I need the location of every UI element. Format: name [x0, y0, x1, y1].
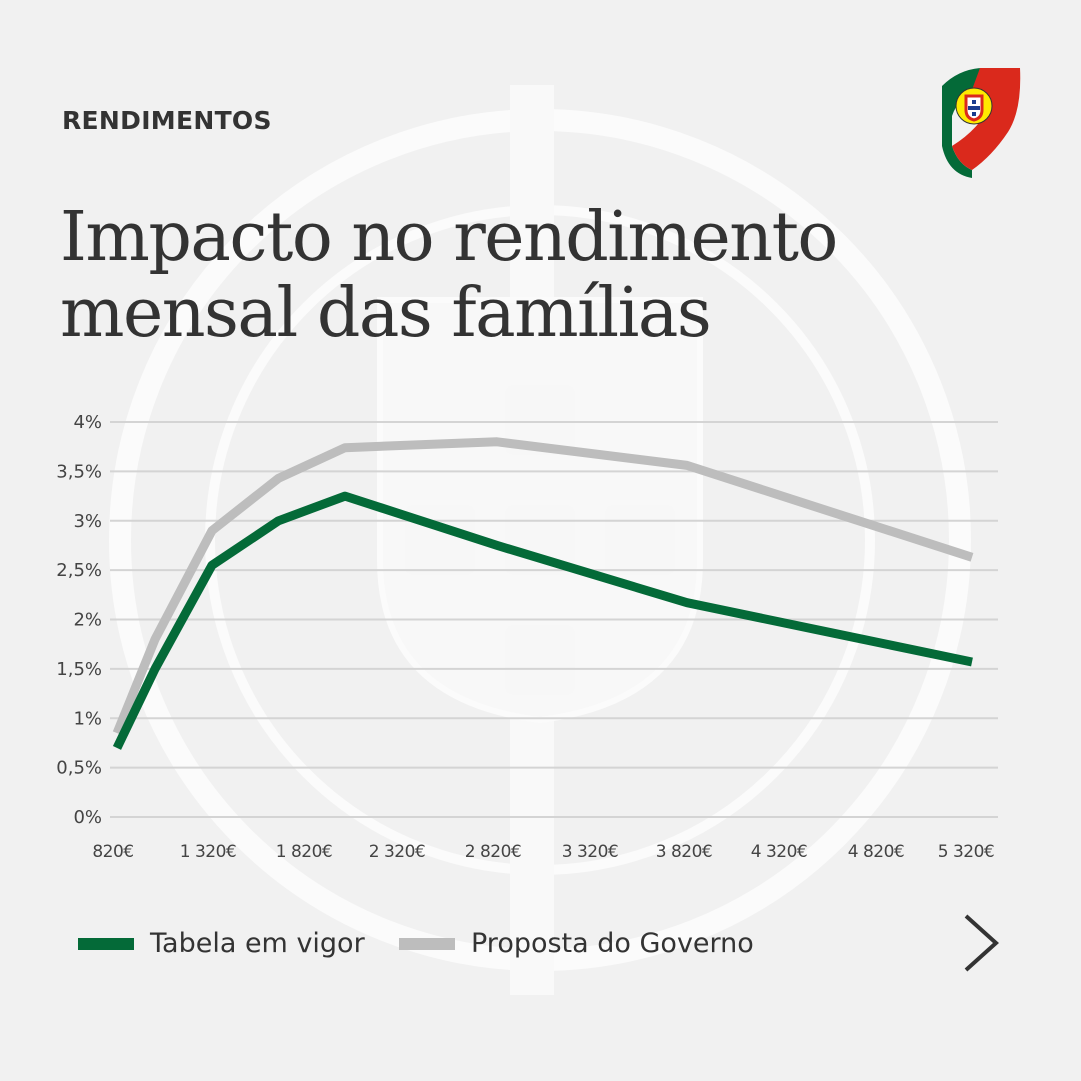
- x-axis-ticks: 820€ 1 320€ 1 820€ 2 320€ 2 820€ 3 320€ 3 820€…: [92, 842, 994, 862]
- x-tick-label: 4 820€: [848, 842, 904, 862]
- x-tick-label: 3 820€: [656, 842, 712, 862]
- series-lines: [112, 437, 974, 750]
- title-line-2: mensal das famílias: [60, 274, 712, 353]
- series-line-proposta: [112, 437, 974, 735]
- y-tick-label: 4%: [73, 412, 102, 433]
- title-line-1: Impacto no rendimento: [60, 198, 838, 277]
- y-tick-label: 3,5%: [56, 461, 102, 482]
- y-tick-label: 3%: [73, 511, 102, 532]
- x-tick-label: 5 320€: [938, 842, 994, 862]
- x-tick-label: 1 320€: [180, 842, 236, 862]
- series-line-tabela: [112, 491, 973, 750]
- x-tick-label: 4 320€: [751, 842, 807, 862]
- legend-swatch-tabela: [78, 937, 134, 950]
- y-tick-label: 1,5%: [56, 659, 102, 680]
- y-tick-label: 2,5%: [56, 560, 102, 581]
- y-tick-label: 1%: [73, 708, 102, 729]
- x-tick-label: 1 820€: [276, 842, 332, 862]
- legend-label-proposta: Proposta do Governo: [471, 928, 754, 959]
- x-tick-label: 2 820€: [465, 842, 521, 862]
- grid-lines: [110, 421, 998, 818]
- legend-label-tabela: Tabela em vigor: [150, 928, 365, 959]
- x-tick-label: 3 320€: [562, 842, 618, 862]
- portugal-government-flag-logo-icon: [942, 68, 1021, 178]
- y-tick-label: 0,5%: [56, 758, 102, 779]
- x-tick-label: 820€: [92, 842, 133, 862]
- legend-swatch-proposta: [399, 937, 455, 950]
- legend-item-proposta: Proposta do Governo: [399, 928, 754, 959]
- category-label: RENDIMENTOS: [62, 106, 272, 135]
- chevron-right-icon[interactable]: [958, 912, 1002, 974]
- legend-item-tabela: Tabela em vigor: [78, 928, 365, 959]
- page-title: Impacto no rendimento mensal das família…: [60, 200, 960, 352]
- y-tick-label: 2%: [73, 610, 102, 631]
- y-axis-ticks: 0% 0,5% 1% 1,5% 2% 2,5% 3% 3,5% 4%: [56, 412, 102, 828]
- x-tick-label: 2 320€: [369, 842, 425, 862]
- y-tick-label: 0%: [73, 807, 102, 828]
